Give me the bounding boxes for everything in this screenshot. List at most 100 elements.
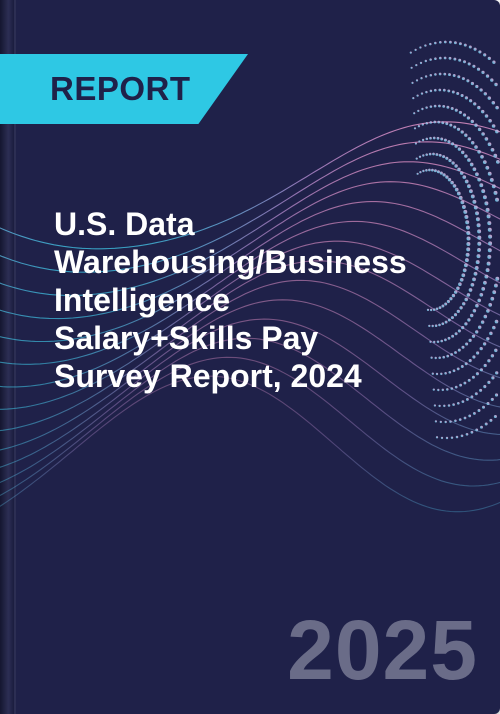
wave-dot [442,355,445,359]
wave-dot [440,137,444,141]
wave-dot [428,152,432,156]
wave-dot [467,184,471,189]
wave-dot [418,140,421,143]
wave-dot [440,436,444,440]
wave-dot [451,334,455,338]
wave-dot [447,177,452,182]
wave-dot [452,74,456,77]
title-line: U.S. Data [54,206,195,242]
wave-dot [472,411,476,415]
wave-dot [437,120,441,124]
wave-dot [454,108,458,112]
wave-dot [440,372,443,376]
wave-dot [466,231,471,235]
wave-dot [475,211,479,216]
wave-dot [447,140,451,144]
wave-dot [451,90,455,94]
wave-dot [449,420,452,423]
wave-dot [475,428,479,432]
wave-dot [458,282,462,287]
wave-dot [453,125,457,129]
wave-dot [495,276,500,281]
wave-dot [421,138,425,142]
wave-dot [487,142,492,147]
wave-dot [468,99,473,103]
wave-dot [486,214,491,219]
wave-dot [464,154,468,158]
wave-dot [475,303,479,308]
wave-dot [495,105,499,110]
wave-dot [490,354,495,358]
wave-dot [415,157,418,160]
spine-edge [14,0,16,714]
wave-dot [481,70,485,75]
wave-dot [465,432,469,436]
wave-dot [467,158,471,162]
wave-dot [425,137,429,141]
wave-dot [494,82,498,87]
wave-dot [458,110,462,114]
wave-dot [490,147,495,152]
wave-dot [472,199,477,204]
wave-dot [465,220,470,225]
wave-dot [488,303,493,307]
wave-dot [479,368,483,372]
wave-dot [478,50,482,54]
wave-dot [441,322,445,326]
wave-dot [487,227,492,232]
wave-dot [452,403,455,406]
wave-dot [434,356,437,360]
wave-dot [481,405,486,409]
wave-dot [456,127,461,131]
wave-dot [463,43,467,47]
wave-dot [487,248,492,253]
wave-dot [463,381,467,385]
wave-dot [413,127,417,130]
wave-dot [477,241,482,246]
wave-dot [442,104,446,108]
wave-dot [491,124,496,128]
wave-dot [465,225,470,230]
wave-dot [489,331,493,336]
wave-line [0,201,500,343]
wave-dot [445,175,449,179]
wave-dot [461,400,465,403]
wave-dot [454,351,457,354]
wave-dot [494,348,498,353]
wave-dot [484,274,489,279]
wave-dot [475,217,480,222]
wave-dot [438,306,442,309]
wave-dot [464,179,469,184]
wave-line [0,161,500,296]
title-line: Intelligence [54,282,231,318]
wave-dot [477,149,481,154]
wave-dot [448,370,452,374]
wave-dot [458,195,463,200]
wave-dot [466,242,471,246]
wave-dot [461,273,466,278]
wave-dot [424,75,428,78]
wave-dot [453,41,457,45]
wave-dot [464,362,468,366]
wave-dot [463,416,467,420]
wave-dot [433,169,437,173]
wave-dot [447,318,451,322]
wave-dot [470,194,475,199]
wave-dot [431,372,434,375]
wave-dot [454,332,458,336]
wave-dot [457,348,461,352]
wave-dot [477,235,482,240]
wave-dot [487,254,492,259]
wave-dot [491,184,496,189]
wave-dot [466,247,471,252]
wave-dot [461,302,466,306]
wave-dot [475,260,480,265]
wave-dot [481,132,485,136]
wave-dot [425,121,429,125]
wave-dot [485,165,490,170]
wave-dot [457,329,461,333]
wave-dot [425,169,428,172]
wave-dot [470,140,475,145]
wave-dot [451,142,455,146]
